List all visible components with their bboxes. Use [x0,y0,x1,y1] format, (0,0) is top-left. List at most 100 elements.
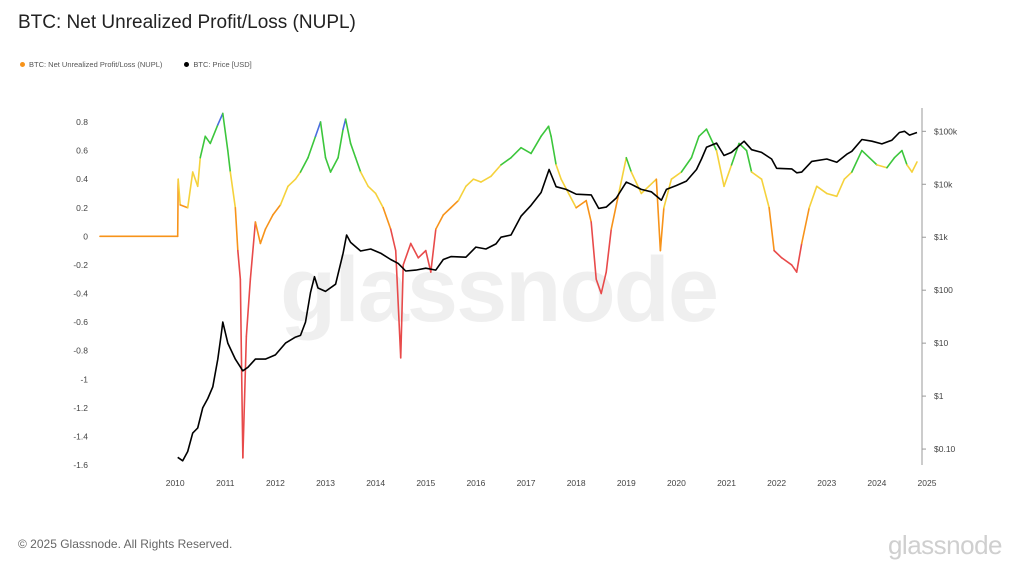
nupl-segment [795,242,803,273]
right-tick-label: $10k [934,179,953,189]
nupl-segment [835,178,846,198]
nupl-segment [299,156,309,173]
nupl-segment [480,175,492,183]
price-series [177,130,918,462]
nupl-segment [760,178,770,209]
left-tick-label: 0.6 [76,146,88,156]
nupl-segment [723,164,733,188]
nupl-segment [389,228,397,252]
x-tick-label: 2024 [867,478,886,488]
nupl-segment [435,214,445,230]
left-tick-label: -0.8 [73,346,88,356]
nupl-segment [595,278,603,295]
nupl-segment [367,185,377,195]
x-tick-label: 2013 [316,478,335,488]
nupl-segment [906,164,913,173]
x-tick-label: 2010 [166,478,185,488]
nupl-segment [242,335,248,459]
nupl-segment [354,156,362,173]
watermark-logo: glassnode [280,239,719,341]
nupl-segment [179,204,189,209]
nupl-segment [560,178,570,195]
nupl-segment [567,192,577,209]
nupl-segment [221,112,229,152]
nupl-segment [800,206,811,245]
x-tick-label: 2017 [517,478,536,488]
nupl-segment [851,149,863,173]
x-tick-label: 2019 [617,478,636,488]
nupl-segment [750,171,763,180]
nupl-segment [209,124,219,145]
nupl-segment [344,118,352,145]
nupl-segment [705,128,718,152]
x-tick-label: 2022 [767,478,786,488]
nupl-segment [911,161,918,173]
x-axis: 2010 2011 2012 2013 2014 2015 2016 2017 2018 2019… [166,478,937,488]
nupl-segment [402,242,412,266]
nupl-segment [374,192,384,209]
left-tick-label: 0.8 [76,117,88,127]
x-tick-label: 2018 [567,478,586,488]
x-tick-label: 2025 [918,478,937,488]
left-tick-label: 0.2 [76,203,88,213]
nupl-segment [329,156,339,173]
nupl-segment [520,146,532,155]
nupl-segment [670,171,683,180]
legend-label-price: BTC: Price [USD] [193,60,252,69]
nupl-segment [490,164,502,178]
legend-item-nupl[interactable]: BTC: Net Unrealized Profit/Loss (NUPL) [20,60,162,69]
left-tick-label: 0.4 [76,174,88,184]
nupl-segment [510,146,522,159]
nupl-segment [663,178,673,209]
nupl-segment [575,199,587,209]
x-tick-label: 2012 [266,478,285,488]
nupl-segment [229,171,237,209]
x-tick-label: 2016 [466,478,485,488]
nupl-segment [319,121,327,159]
nupl-segment [585,199,592,223]
nupl-segment [279,185,289,206]
nupl-segment [227,149,232,173]
x-tick-label: 2014 [366,478,385,488]
nupl-segment [625,156,633,173]
nupl-segment [264,214,274,230]
nupl-segment [868,156,878,166]
nupl-segment [876,164,888,169]
nupl-segment [399,264,405,359]
nupl-segment [610,192,620,230]
price-line-path [177,130,918,462]
nupl-segment [186,171,194,209]
nupl-segment [715,149,725,188]
legend-label-nupl: BTC: Net Unrealized Profit/Loss (NUPL) [29,60,163,69]
nupl-segment [237,249,242,281]
glassnode-logo[interactable]: glassnode [887,530,1003,560]
x-tick-label: 2015 [416,478,435,488]
copyright-text: © 2025 Glassnode. All Rights Reserved. [18,537,233,551]
nupl-segment [307,135,317,159]
nupl-segment [901,149,908,166]
nupl-segment [442,206,452,216]
nupl-segment [359,171,369,188]
nupl-segment [287,178,297,188]
nupl-segment [886,156,896,169]
nupl-segment [272,204,282,216]
nupl-segment [249,221,257,281]
left-tick-label: -0.6 [73,317,88,327]
legend-dot-nupl [20,62,25,67]
left-tick-label: -1 [80,374,88,384]
right-tick-label: $10 [934,338,948,348]
left-tick-label: -0.4 [73,289,88,299]
x-tick-label: 2011 [216,478,235,488]
legend-item-price[interactable]: BTC: Price [USD] [184,60,252,69]
nupl-segment [547,125,552,138]
nupl-segment [893,149,903,159]
nupl-segment [550,135,557,166]
nupl-segment [680,156,693,173]
nupl-segment [259,228,267,245]
x-tick-label: 2020 [667,478,686,488]
nupl-segment [655,178,662,252]
nupl-segment [815,185,828,195]
nupl-segment [465,178,475,188]
nupl-segment [199,135,207,159]
